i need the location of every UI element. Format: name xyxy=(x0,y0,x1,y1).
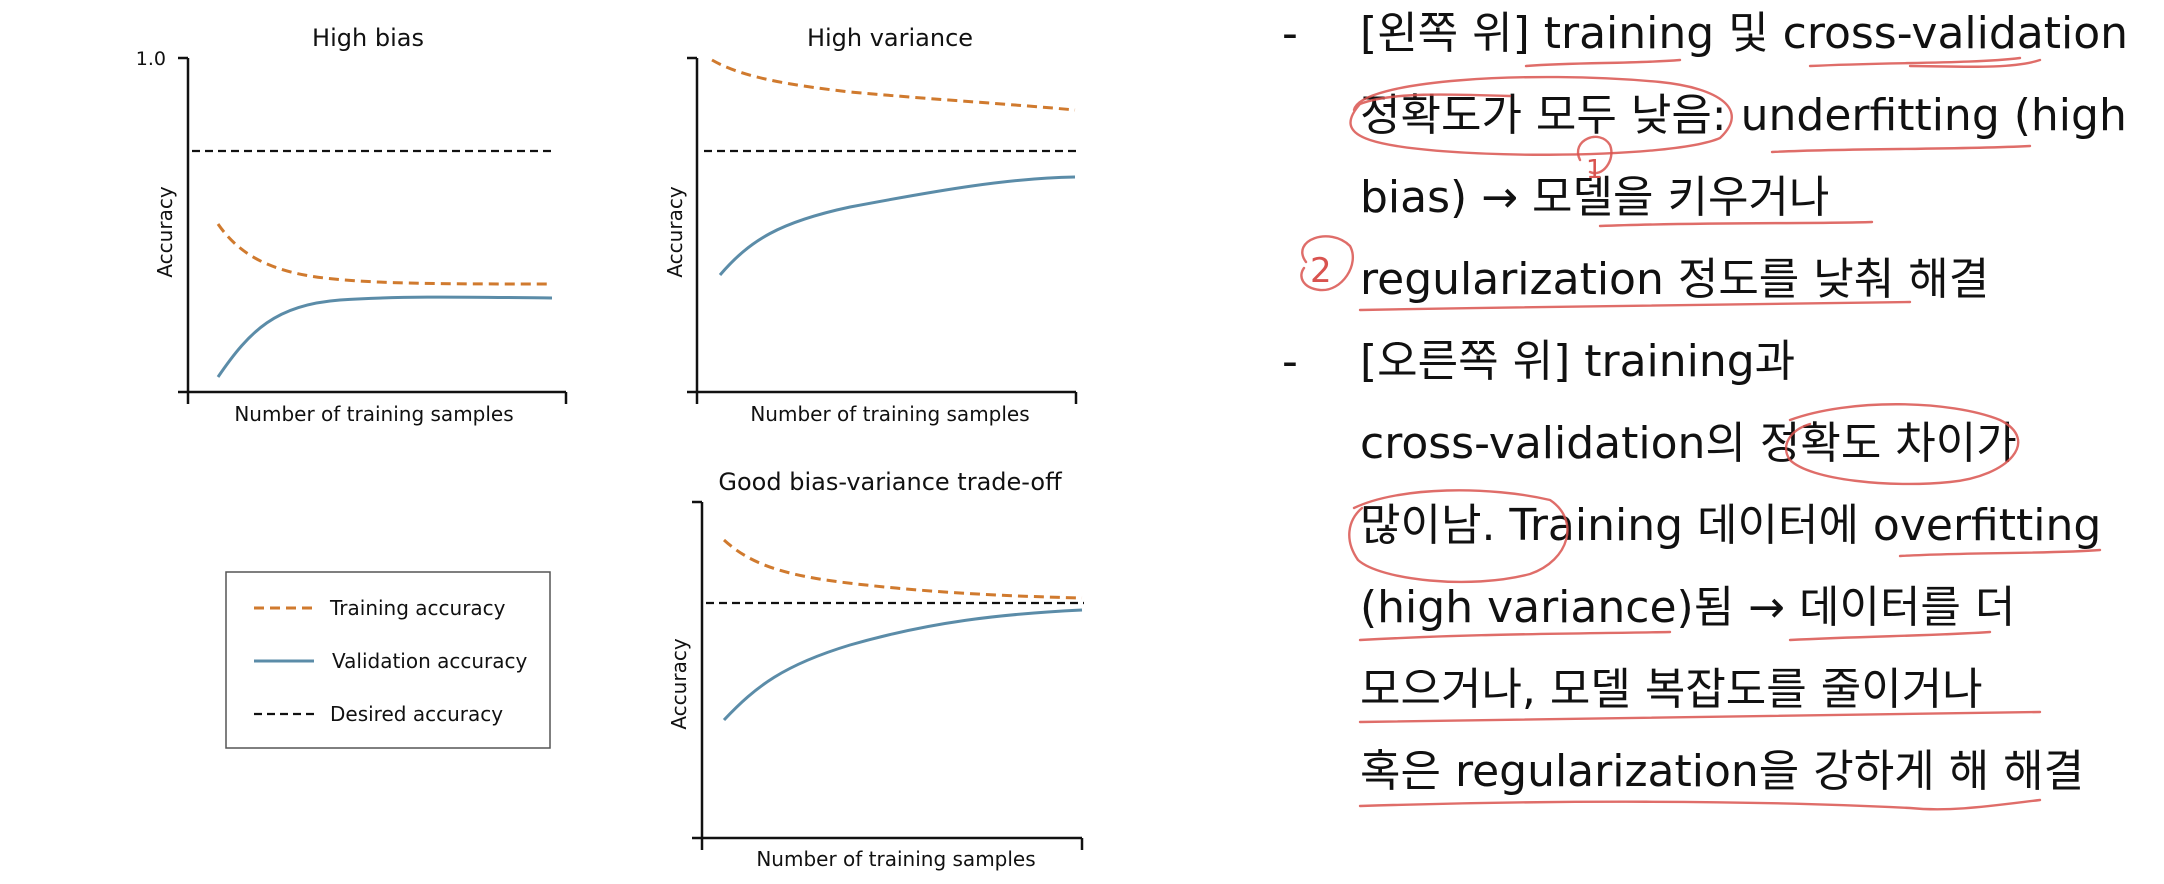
training-accuracy-line xyxy=(216,223,553,286)
lecture-notes: - [왼쪽 위] training 및 cross-validation 정확도… xyxy=(1282,8,2128,811)
ink-underline xyxy=(1908,58,2042,68)
ink-underline xyxy=(1898,548,2102,558)
chart-high-bias: High bias 1.0 Number of training samples… xyxy=(136,24,568,426)
bullet1-line: [왼쪽 위] training 및 cross-validation xyxy=(1360,8,2128,59)
chart-title: Good bias-variance trade-off xyxy=(718,468,1062,496)
bullet1-line: 정확도가 모두 낮음: underfitting (high xyxy=(1360,90,2127,141)
bullet2-line: 혹은 regularization을 강하게 해 해결 xyxy=(1360,746,2084,797)
bullet2-line: (high variance)됨 → 데이터를 더 xyxy=(1360,582,2015,633)
legend-label-training: Training accuracy xyxy=(329,596,506,620)
y-axis-label: Accuracy xyxy=(663,186,687,277)
training-accuracy-line xyxy=(722,538,1083,600)
bullet2-line: 모으거나, 모델 복잡도를 줄이거나 xyxy=(1360,664,1983,715)
legend-label-validation: Validation accuracy xyxy=(332,649,528,673)
x-axis-label: Number of training samples xyxy=(750,402,1029,426)
chart-title: High bias xyxy=(312,24,424,52)
ink-underline xyxy=(1808,56,2022,68)
ink-circle xyxy=(1300,235,1354,292)
validation-accuracy-line xyxy=(722,608,1083,722)
x-axis-label: Number of training samples xyxy=(234,402,513,426)
bullet2-line: cross-validation의 정확도 차이가 xyxy=(1360,418,2017,469)
y-axis-label: Accuracy xyxy=(667,638,691,729)
ink-circle xyxy=(1784,403,2020,486)
x-axis-label: Number of training samples xyxy=(756,847,1035,871)
ink-mark-1: 1 xyxy=(1586,155,1603,185)
legend: Training accuracy Validation accuracy De… xyxy=(225,571,551,749)
y-axis-label: Accuracy xyxy=(153,186,177,277)
ink-underline xyxy=(1524,58,1682,68)
bullet2-line: [오른쪽 위] training과 xyxy=(1360,336,1795,387)
bullet2-line: 많이남. Training 데이터에 overfitting xyxy=(1360,500,2101,551)
ink-circle xyxy=(1348,489,1569,584)
ink-underline xyxy=(1358,798,2042,811)
bullet-marker: - xyxy=(1282,8,1298,59)
bullet1-line: regularization 정도를 낮춰 해결 xyxy=(1360,254,1989,305)
learning-curves-figure: High bias 1.0 Number of training samples… xyxy=(136,24,1084,871)
ink-circle xyxy=(1576,135,1613,175)
training-accuracy-line xyxy=(711,58,1076,112)
chart-title: High variance xyxy=(807,24,973,52)
ink-underline xyxy=(1358,630,1672,642)
chart-high-variance: High variance Number of training samples… xyxy=(663,24,1080,426)
bullet1-line: bias) → 모델을 키우거나 xyxy=(1360,172,1829,223)
validation-accuracy-line xyxy=(718,175,1076,276)
ink-annotations: 1 2 xyxy=(1300,56,2102,811)
bullet-marker: - xyxy=(1282,336,1298,387)
y-tick-label: 1.0 xyxy=(136,48,166,70)
ink-underline xyxy=(1358,300,1912,312)
ink-underline xyxy=(1358,710,2042,724)
ink-underline xyxy=(1788,630,1992,642)
validation-accuracy-line xyxy=(216,295,553,378)
ink-mark-2: 2 xyxy=(1310,251,1332,291)
ink-underline xyxy=(1770,144,2032,154)
ink-underline xyxy=(1598,220,1874,228)
legend-label-desired: Desired accuracy xyxy=(330,702,503,726)
chart-good-tradeoff: Good bias-variance trade-off Number of t… xyxy=(667,468,1084,871)
ink-circle xyxy=(1349,75,1733,156)
